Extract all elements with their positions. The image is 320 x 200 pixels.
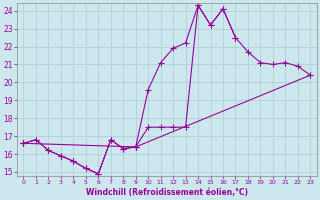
- X-axis label: Windchill (Refroidissement éolien,°C): Windchill (Refroidissement éolien,°C): [86, 188, 248, 197]
